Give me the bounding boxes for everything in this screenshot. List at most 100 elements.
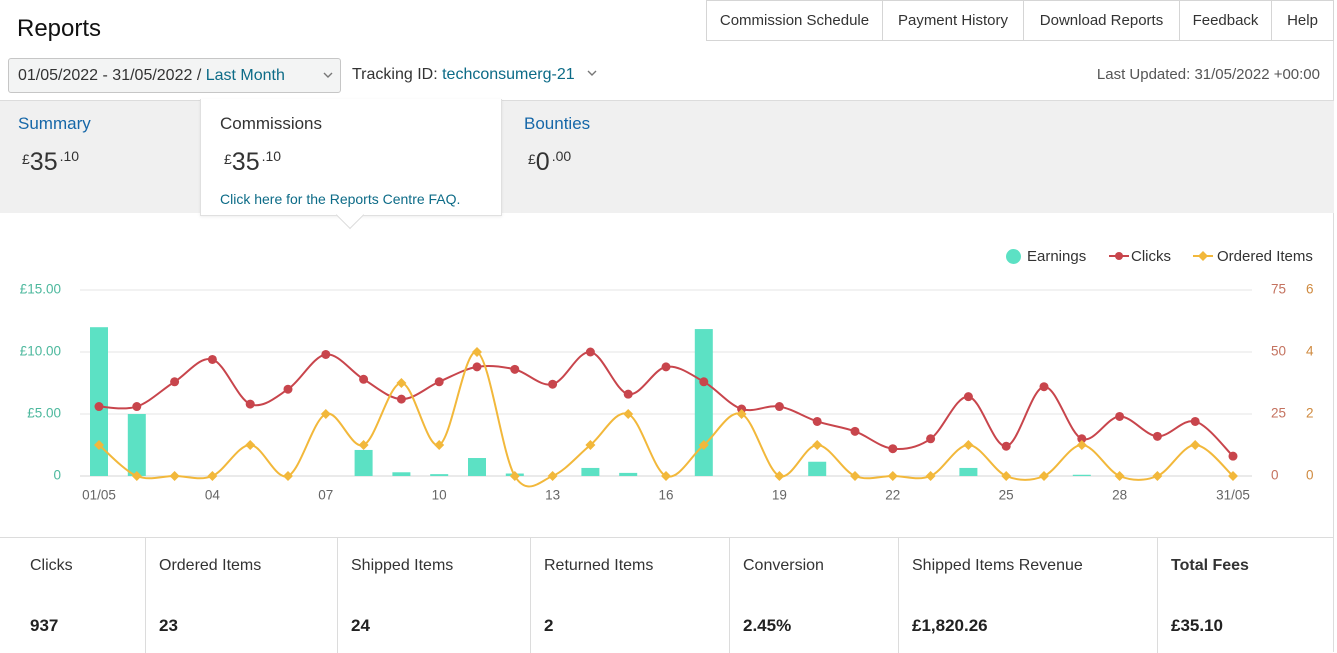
date-range-dropdown[interactable]: 01/05/2022 - 31/05/2022 / Last Month [8, 58, 341, 93]
ordered-items-point [661, 471, 671, 481]
legend-label: Ordered Items [1217, 247, 1313, 265]
ordered-items-point [283, 471, 293, 481]
amount-fraction: .10 [261, 148, 282, 164]
ordered-items-point [169, 471, 180, 481]
earnings-bar [90, 327, 108, 476]
help-tab[interactable]: Help [1272, 1, 1334, 40]
performance-chart: £15.00 £10.00 £5.00 0 75 50 25 0 6 4 2 0 01/05 04 07 10… [20, 282, 1314, 503]
clicks-point [850, 426, 860, 436]
ordered-items-legend-marker [1193, 251, 1213, 261]
date-range-period: Last Month [205, 67, 285, 84]
legend-clicks[interactable]: Clicks [1108, 246, 1171, 266]
stats-row: Clicks 937 Ordered Items 23 Shipped Item… [0, 537, 1334, 653]
clicks-point [548, 379, 558, 389]
earnings-bar [694, 329, 713, 476]
earnings-legend-marker [1006, 248, 1021, 264]
stat-label: Shipped Items [351, 557, 454, 574]
clicks-axis-tick-label: 75 [1271, 282, 1286, 297]
commission-schedule-tab[interactable]: Commission Schedule [707, 1, 883, 40]
clicks-point [283, 384, 293, 394]
earnings-axis-tick-label: £5.00 [27, 406, 61, 421]
clicks-point [94, 402, 104, 412]
ordered-items-point [1228, 471, 1238, 481]
stat-label: Returned Items [544, 557, 654, 574]
x-axis-tick-label: 19 [772, 488, 787, 503]
x-axis-tick-label: 22 [885, 488, 900, 503]
stat-label: Total Fees [1171, 557, 1249, 574]
earnings-bar [959, 467, 978, 476]
legend-label: Earnings [1027, 247, 1087, 265]
ordered-items-point [245, 440, 256, 450]
stat-ordered-items: Ordered Items 23 [145, 538, 337, 653]
payment-history-tab[interactable]: Payment History [883, 1, 1024, 40]
bounties-amount: £ 0 .00 [528, 146, 571, 177]
ordered-items-point [207, 471, 218, 481]
legend-ordered-items[interactable]: Ordered Items [1192, 246, 1313, 266]
ordered-items-point [472, 347, 482, 357]
x-axis-tick-label: 25 [999, 488, 1014, 503]
tracking-id-value: techconsumerg-21 [442, 66, 575, 83]
ordered-items-point [547, 471, 558, 481]
ordered-items-point [887, 471, 898, 481]
commissions-card [200, 99, 502, 216]
stat-label: Clicks [30, 557, 73, 574]
clicks-point [1115, 411, 1125, 421]
clicks-point [585, 347, 595, 357]
clicks-point [359, 374, 369, 384]
ordered-items-point [736, 409, 747, 419]
amount-whole: 35 [231, 148, 260, 176]
stat-label: Conversion [743, 557, 824, 574]
tab-bounties[interactable]: Bounties [524, 114, 591, 133]
earnings-bar [619, 472, 638, 476]
legend-label: Clicks [1131, 247, 1171, 265]
ordered-items-point [963, 440, 974, 450]
ordered-items-point [1076, 440, 1087, 450]
tracking-id-dropdown[interactable]: Tracking ID: techconsumerg-21 [352, 65, 597, 85]
ordered-items-point [1190, 440, 1201, 450]
clicks-point [321, 349, 331, 359]
clicks-legend-marker [1109, 252, 1129, 260]
ordered-items-axis-tick-label: 2 [1306, 406, 1314, 421]
reports-faq-link[interactable]: Click here for the Reports Centre FAQ. [220, 191, 461, 207]
ordered-items-axis-tick-label: 0 [1306, 468, 1314, 483]
x-axis-tick-label: 10 [432, 488, 447, 503]
stat-shipped-items-revenue: Shipped Items Revenue £1,820.26 [898, 538, 1157, 653]
clicks-point [472, 362, 482, 372]
clicks-point [170, 377, 180, 387]
x-axis-tick-label: 07 [318, 488, 333, 503]
ordered-items-point [812, 440, 823, 450]
clicks-axis-tick-label: 25 [1271, 406, 1286, 421]
clicks-point [1077, 434, 1087, 444]
x-axis-tick-label: 31/05 [1216, 488, 1250, 503]
clicks-point [434, 377, 444, 387]
download-reports-tab[interactable]: Download Reports [1024, 1, 1180, 40]
ordered-items-point [131, 471, 142, 481]
feedback-tab[interactable]: Feedback [1180, 1, 1272, 40]
stat-label: Shipped Items Revenue [912, 557, 1083, 574]
legend-earnings[interactable]: Earnings [1006, 246, 1086, 266]
ordered-items-point [925, 471, 936, 481]
clicks-point [1039, 382, 1049, 392]
clicks-point [510, 364, 520, 374]
ordered-items-point [434, 440, 445, 450]
earnings-bar [1072, 474, 1091, 476]
amount-whole: 0 [535, 148, 550, 176]
clicks-point [1001, 441, 1011, 451]
earnings-axis-tick-label: 0 [53, 468, 61, 483]
ordered-items-point [94, 440, 104, 450]
earnings-bar [354, 449, 373, 476]
x-axis-tick-label: 13 [545, 488, 560, 503]
tab-commissions[interactable]: Commissions [220, 114, 323, 133]
clicks-point [661, 362, 671, 372]
tab-summary[interactable]: Summary [18, 114, 91, 133]
stat-total-fees: Total Fees £35.10 [1157, 538, 1333, 653]
clicks-axis-tick-label: 50 [1271, 344, 1286, 359]
x-axis-tick-label: 28 [1112, 488, 1127, 503]
amount-fraction: .00 [551, 148, 572, 164]
ordered-items-point [774, 471, 785, 481]
stat-shipped-items: Shipped Items 24 [337, 538, 530, 653]
earnings-bar [127, 414, 146, 476]
currency-symbol: £ [224, 151, 232, 167]
clicks-point [699, 377, 709, 387]
clicks-axis-tick-label: 0 [1271, 468, 1279, 483]
